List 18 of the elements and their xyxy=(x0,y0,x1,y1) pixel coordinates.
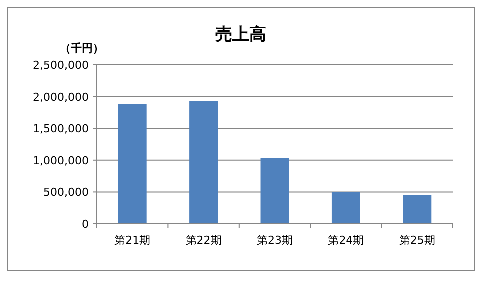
bar xyxy=(332,192,360,224)
y-tick-label: 2,000,000 xyxy=(33,90,89,104)
y-tick-label: 1,500,000 xyxy=(33,122,89,136)
bar xyxy=(260,158,290,224)
bar xyxy=(403,195,432,224)
y-tick-label: 2,500,000 xyxy=(33,59,89,72)
y-tick-label: 1,000,000 xyxy=(33,154,89,168)
x-tick-label: 第25期 xyxy=(399,234,436,247)
bar xyxy=(118,104,147,224)
x-tick-label: 第21期 xyxy=(114,234,151,247)
chart-title: 売上高 xyxy=(216,25,266,45)
x-tick-label: 第24期 xyxy=(328,234,364,247)
y-tick-label: 500,000 xyxy=(44,186,89,200)
x-tick-label: 第23期 xyxy=(257,234,293,247)
x-tick-label: 第22期 xyxy=(186,234,222,247)
y-axis-title: （千円） xyxy=(60,42,104,55)
bar xyxy=(190,101,218,224)
y-tick-label: 0 xyxy=(82,218,89,231)
